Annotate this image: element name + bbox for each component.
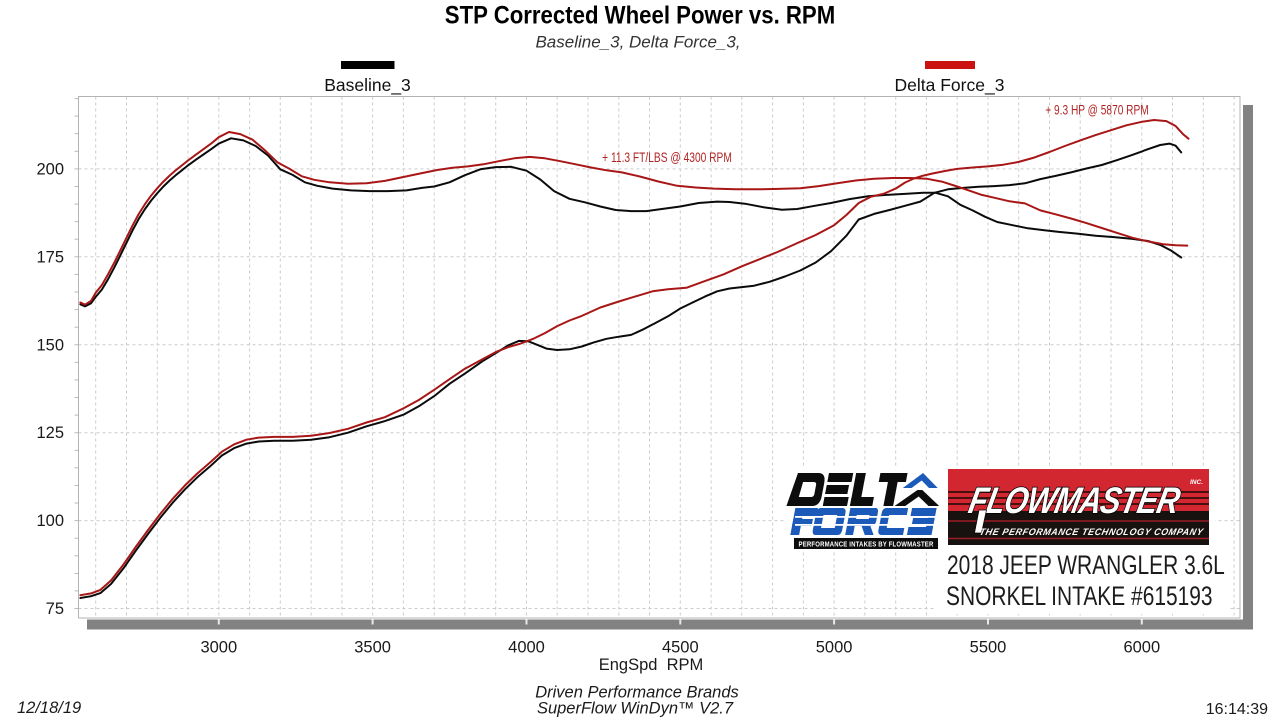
svg-text:Driven Performance Brands: Driven Performance Brands bbox=[535, 684, 739, 702]
svg-text:Baseline_3, Delta Force_3,: Baseline_3, Delta Force_3, bbox=[535, 33, 740, 52]
svg-text:4500: 4500 bbox=[662, 639, 699, 657]
svg-text:3000: 3000 bbox=[200, 639, 237, 657]
svg-text:Delta Force_3: Delta Force_3 bbox=[895, 75, 1005, 96]
svg-text:200: 200 bbox=[36, 160, 64, 178]
svg-text:5500: 5500 bbox=[970, 639, 1007, 657]
svg-text:FLOWMASTER: FLOWMASTER bbox=[965, 481, 1184, 522]
svg-text:75: 75 bbox=[46, 600, 64, 618]
svg-text:125: 125 bbox=[36, 424, 64, 442]
svg-text:5000: 5000 bbox=[816, 639, 853, 657]
svg-text:16:14:39: 16:14:39 bbox=[1206, 701, 1268, 718]
svg-text:THE PERFORMANCE TECHNOLOGY COM: THE PERFORMANCE TECHNOLOGY COMPANY bbox=[979, 527, 1205, 537]
svg-text:6000: 6000 bbox=[1123, 639, 1160, 657]
svg-text:EngSpd RPM: EngSpd RPM bbox=[599, 656, 704, 674]
svg-text:STP Corrected Wheel Power vs.: STP Corrected Wheel Power vs. RPM bbox=[445, 2, 835, 29]
svg-text:150: 150 bbox=[36, 336, 64, 354]
svg-text:175: 175 bbox=[36, 248, 64, 266]
svg-text:+ 11.3 FT/LBS @ 4300 RPM: + 11.3 FT/LBS @ 4300 RPM bbox=[602, 149, 732, 165]
svg-text:SNORKEL INTAKE #615193: SNORKEL INTAKE #615193 bbox=[946, 582, 1213, 612]
svg-text:100: 100 bbox=[36, 512, 64, 530]
svg-text:Baseline_3: Baseline_3 bbox=[324, 75, 411, 96]
svg-text:+ 9.3 HP @ 5870 RPM: + 9.3 HP @ 5870 RPM bbox=[1045, 102, 1148, 118]
svg-text:4000: 4000 bbox=[508, 639, 545, 657]
svg-text:INC.: INC. bbox=[1190, 479, 1203, 486]
svg-text:3500: 3500 bbox=[354, 639, 391, 657]
svg-text:12/18/19: 12/18/19 bbox=[17, 699, 81, 717]
svg-text:PERFORMANCE INTAKES BY FLOWMAS: PERFORMANCE INTAKES BY FLOWMASTER bbox=[799, 541, 934, 549]
svg-text:SuperFlow WinDyn™ V2.7: SuperFlow WinDyn™ V2.7 bbox=[537, 700, 734, 718]
svg-text:2018 JEEP WRANGLER 3.6L: 2018 JEEP WRANGLER 3.6L bbox=[947, 551, 1225, 581]
